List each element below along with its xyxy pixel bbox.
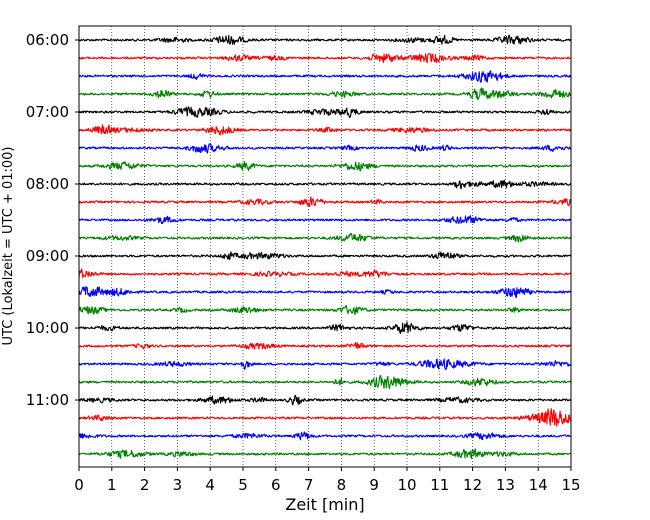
y-tick-label-09:00: 09:00 (26, 247, 69, 265)
trace-1045 (78, 374, 572, 390)
trace-0730 (78, 143, 572, 154)
x-tick-label-10: 10 (397, 476, 416, 494)
x-tick-label-6: 6 (271, 476, 281, 494)
trace-layer (78, 34, 572, 459)
x-tick-label-1: 1 (107, 476, 117, 494)
trace-0915 (78, 268, 572, 279)
x-tick-label-12: 12 (463, 476, 482, 494)
x-tick-label-0: 0 (74, 476, 84, 494)
trace-1100 (78, 394, 572, 406)
x-tick-label-2: 2 (140, 476, 150, 494)
trace-0830 (78, 215, 572, 225)
trace-0845 (78, 232, 572, 243)
x-tick-label-3: 3 (173, 476, 183, 494)
trace-0715 (78, 124, 572, 136)
x-tick-label-8: 8 (337, 476, 347, 494)
x-axis-ticks: 0 1 2 3 4 5 6 7 8 9 10 11 12 13 14 15 (74, 467, 581, 494)
x-tick-label-4: 4 (205, 476, 215, 494)
trace-0645 (78, 87, 572, 100)
trace-0900 (78, 251, 572, 261)
trace-1030 (78, 358, 572, 371)
x-tick-label-14: 14 (529, 476, 548, 494)
y-tick-label-06:00: 06:00 (26, 31, 69, 49)
trace-0930 (78, 286, 571, 299)
trace-0630 (78, 70, 572, 83)
trace-0815 (78, 196, 572, 207)
x-axis-label: Zeit [min] (285, 495, 364, 514)
trace-0600 (78, 34, 572, 45)
x-tick-label-13: 13 (496, 476, 515, 494)
y-axis-label: UTC (Lokalzeit = UTC + 01:00) (1, 147, 16, 346)
trace-1000 (78, 321, 572, 335)
y-tick-label-08:00: 08:00 (26, 175, 69, 193)
x-tick-label-15: 15 (561, 476, 580, 494)
y-tick-label-10:00: 10:00 (26, 319, 69, 337)
x-tick-label-5: 5 (238, 476, 248, 494)
trace-1130 (78, 431, 572, 441)
y-axis-ticks: 06:00 07:00 08:00 09:00 10:00 11:00 (26, 31, 79, 409)
trace-1145 (78, 448, 572, 459)
x-tick-label-9: 9 (369, 476, 379, 494)
y-tick-label-07:00: 07:00 (26, 103, 69, 121)
trace-0800 (78, 179, 572, 190)
y-tick-label-11:00: 11:00 (26, 391, 69, 409)
trace-1115 (78, 408, 572, 427)
trace-0945 (78, 304, 572, 316)
trace-1015 (78, 342, 572, 350)
trace-0615 (78, 53, 572, 64)
x-tick-label-7: 7 (304, 476, 314, 494)
x-tick-label-11: 11 (430, 476, 449, 494)
trace-0745 (78, 161, 572, 172)
plot-frame (78, 25, 572, 468)
trace-0700 (78, 106, 572, 118)
